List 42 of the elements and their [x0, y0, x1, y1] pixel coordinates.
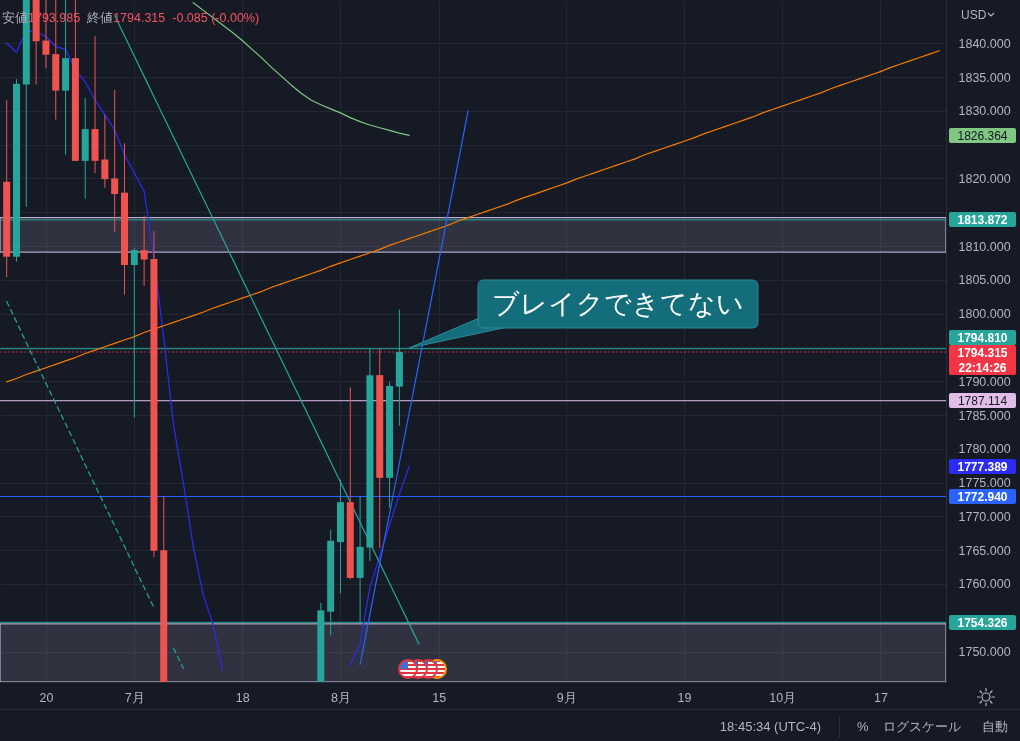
y-tick-label: 1835.000	[958, 70, 1011, 85]
text: 自動	[982, 719, 1008, 734]
y-tick-label: 1770.000	[958, 509, 1011, 524]
y-tick-label: 1840.000	[958, 36, 1011, 51]
y-tick-label: 1785.000	[958, 408, 1011, 423]
x-tick-label: 8月	[330, 690, 351, 705]
annotation: 終値	[87, 11, 114, 25]
x-tick-label: 15	[432, 690, 447, 705]
x-tick-label: 10月	[769, 690, 797, 705]
y-tick-label: 1820.000	[958, 171, 1011, 186]
y-tick-label: 1765.000	[958, 543, 1011, 558]
candlestick	[101, 114, 109, 189]
annotation: 1794.315	[113, 11, 166, 25]
y-tick-label: 1750.000	[958, 645, 1011, 660]
price-tag: 1772.940	[949, 489, 1016, 504]
price-tag: 1813.872	[949, 212, 1016, 228]
y-tick-label: 1830.000	[958, 104, 1011, 119]
candlestick	[111, 89, 119, 233]
text: %	[857, 719, 869, 734]
text: 18:45:34 (UTC-4)	[719, 719, 821, 734]
x-tick-label: 9月	[556, 690, 577, 705]
annotation: -0.085 (-0.00%)	[172, 11, 260, 25]
y-tick-label: 1775.000	[958, 476, 1011, 491]
y-tick-label: 1800.000	[958, 307, 1011, 322]
y-tick-label: 1760.000	[958, 577, 1011, 592]
price-tag: 1794.315 22:14:26	[949, 344, 1016, 375]
annotation: ブレイクできてない	[492, 288, 744, 321]
x-tick-label: 20	[39, 690, 54, 705]
candlestick	[140, 215, 148, 287]
price-tag: 1787.114	[949, 393, 1016, 409]
text: ログスケール	[883, 719, 961, 734]
x-tick-label: 18	[235, 690, 250, 705]
line-series	[6, 50, 940, 383]
x-tick-label: 7月	[124, 690, 145, 705]
ref-line-label: 1794.315	[956, 345, 1009, 360]
text: USD	[961, 8, 987, 22]
x-tick-label: 17	[873, 690, 888, 705]
y-tick-label: 1780.000	[958, 442, 1011, 457]
y-tick-label: 1805.000	[958, 273, 1011, 288]
y-tick-label: 1790.000	[958, 374, 1011, 389]
x-tick-label: 19	[677, 690, 692, 705]
y-tick-label: 1810.000	[958, 239, 1011, 254]
